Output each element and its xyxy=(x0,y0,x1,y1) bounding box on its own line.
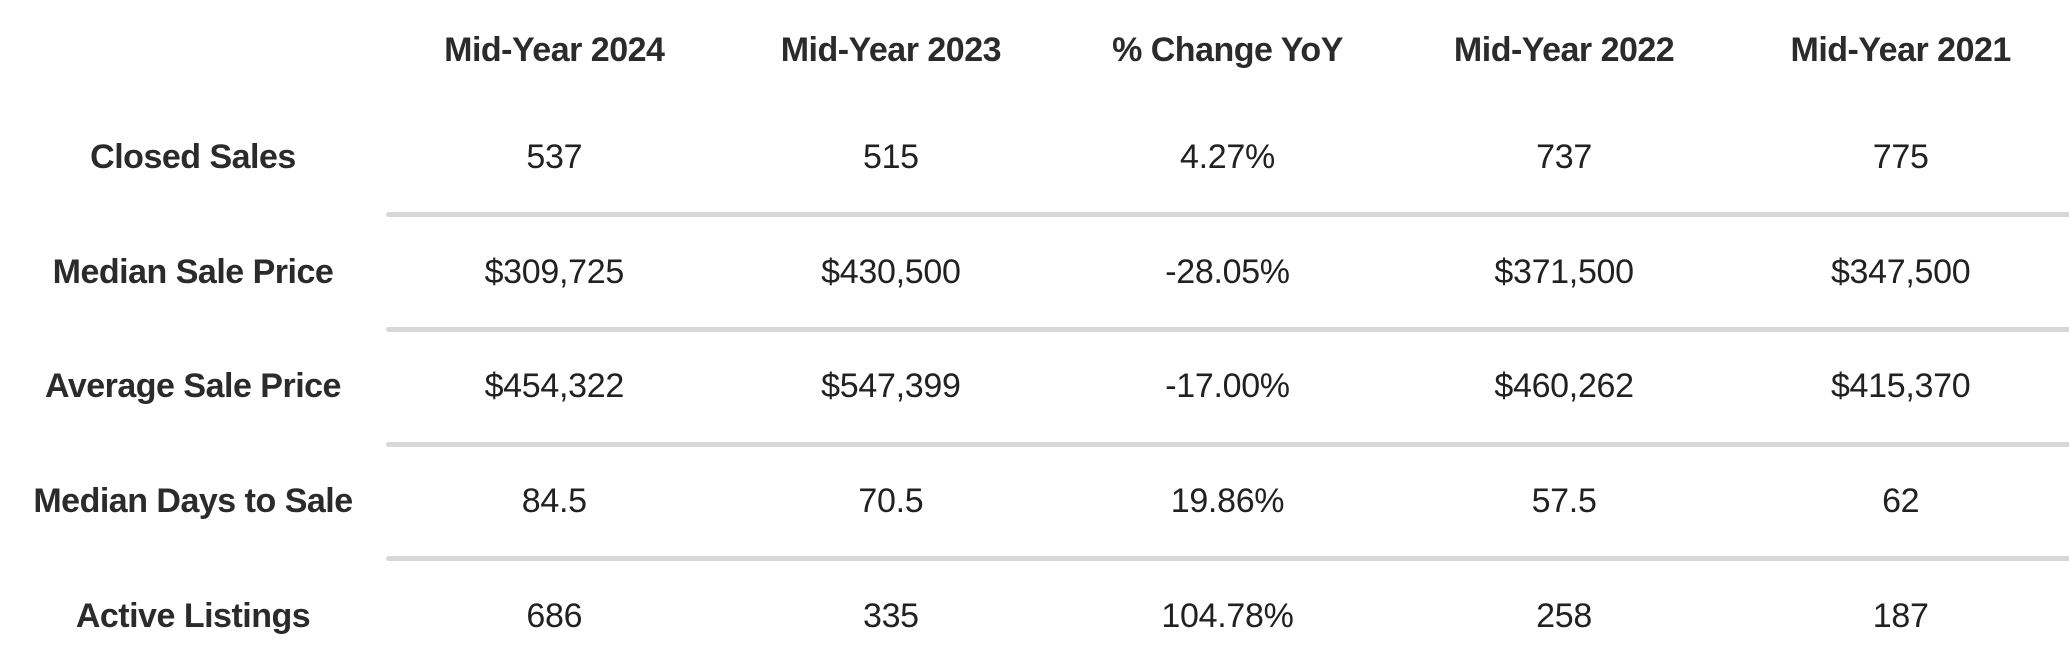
row-label: Median Sale Price xyxy=(52,252,334,291)
row-label: Median Days to Sale xyxy=(33,481,353,520)
table-row-closed-sales: Closed Sales 537 515 4.27% 737 775 xyxy=(0,100,2069,215)
table-row-median-sale-price: Median Sale Price $309,725 $430,500 -28.… xyxy=(0,212,2069,330)
cell-median-price-2024: $309,725 xyxy=(484,252,625,291)
cell-median-price-yoy: -28.05% xyxy=(1165,252,1290,291)
cell-average-price-yoy: -17.00% xyxy=(1165,367,1290,406)
cell-closed-sales-2023: 515 xyxy=(862,137,919,176)
cell-active-listings-2022: 258 xyxy=(1536,596,1592,635)
cell-median-days-2021: 62 xyxy=(1882,481,1920,520)
cell-closed-sales-2024: 537 xyxy=(526,137,583,176)
cell-median-days-2024: 84.5 xyxy=(521,481,587,520)
row-label: Closed Sales xyxy=(90,137,296,176)
cell-median-price-2022: $371,500 xyxy=(1494,252,1634,291)
table-header-row: Mid-Year 2024 Mid-Year 2023 % Change YoY… xyxy=(0,0,2069,100)
cell-closed-sales-2021: 775 xyxy=(1872,137,1929,176)
cell-average-price-2022: $460,262 xyxy=(1494,367,1634,406)
cell-median-price-2023: $430,500 xyxy=(821,252,961,291)
cell-active-listings-2024: 686 xyxy=(526,596,583,635)
cell-average-price-2021: $415,370 xyxy=(1830,367,1971,406)
row-label: Active Listings xyxy=(75,596,311,635)
cell-active-listings-2023: 335 xyxy=(862,596,919,635)
column-header-mid-year-2022: Mid-Year 2022 xyxy=(1453,30,1675,69)
cell-active-listings-2021: 187 xyxy=(1872,596,1929,635)
cell-closed-sales-yoy: 4.27% xyxy=(1180,137,1275,176)
column-header-mid-year-2023: Mid-Year 2023 xyxy=(780,30,1002,69)
cell-median-days-2023: 70.5 xyxy=(858,481,924,520)
table-row-average-sale-price: Average Sale Price $454,322 $547,399 -17… xyxy=(0,326,2069,444)
cell-average-price-2023: $547,399 xyxy=(821,367,961,406)
cell-median-days-2022: 57.5 xyxy=(1531,481,1597,520)
column-header-mid-year-2021: Mid-Year 2021 xyxy=(1790,30,2012,69)
cell-closed-sales-2022: 737 xyxy=(1536,137,1592,176)
column-header-pct-change-yoy: % Change YoY xyxy=(1112,30,1343,69)
column-header-mid-year-2024: Mid-Year 2024 xyxy=(444,30,665,69)
cell-active-listings-yoy: 104.78% xyxy=(1161,596,1294,635)
cell-average-price-2024: $454,322 xyxy=(484,367,625,406)
table-row-active-listings: Active Listings 686 335 104.78% 258 187 xyxy=(0,556,2069,648)
cell-median-days-yoy: 19.86% xyxy=(1170,481,1285,520)
table-row-median-days-to-sale: Median Days to Sale 84.5 70.5 19.86% 57.… xyxy=(0,441,2069,559)
row-label: Average Sale Price xyxy=(45,367,341,406)
cell-median-price-2021: $347,500 xyxy=(1830,252,1971,291)
